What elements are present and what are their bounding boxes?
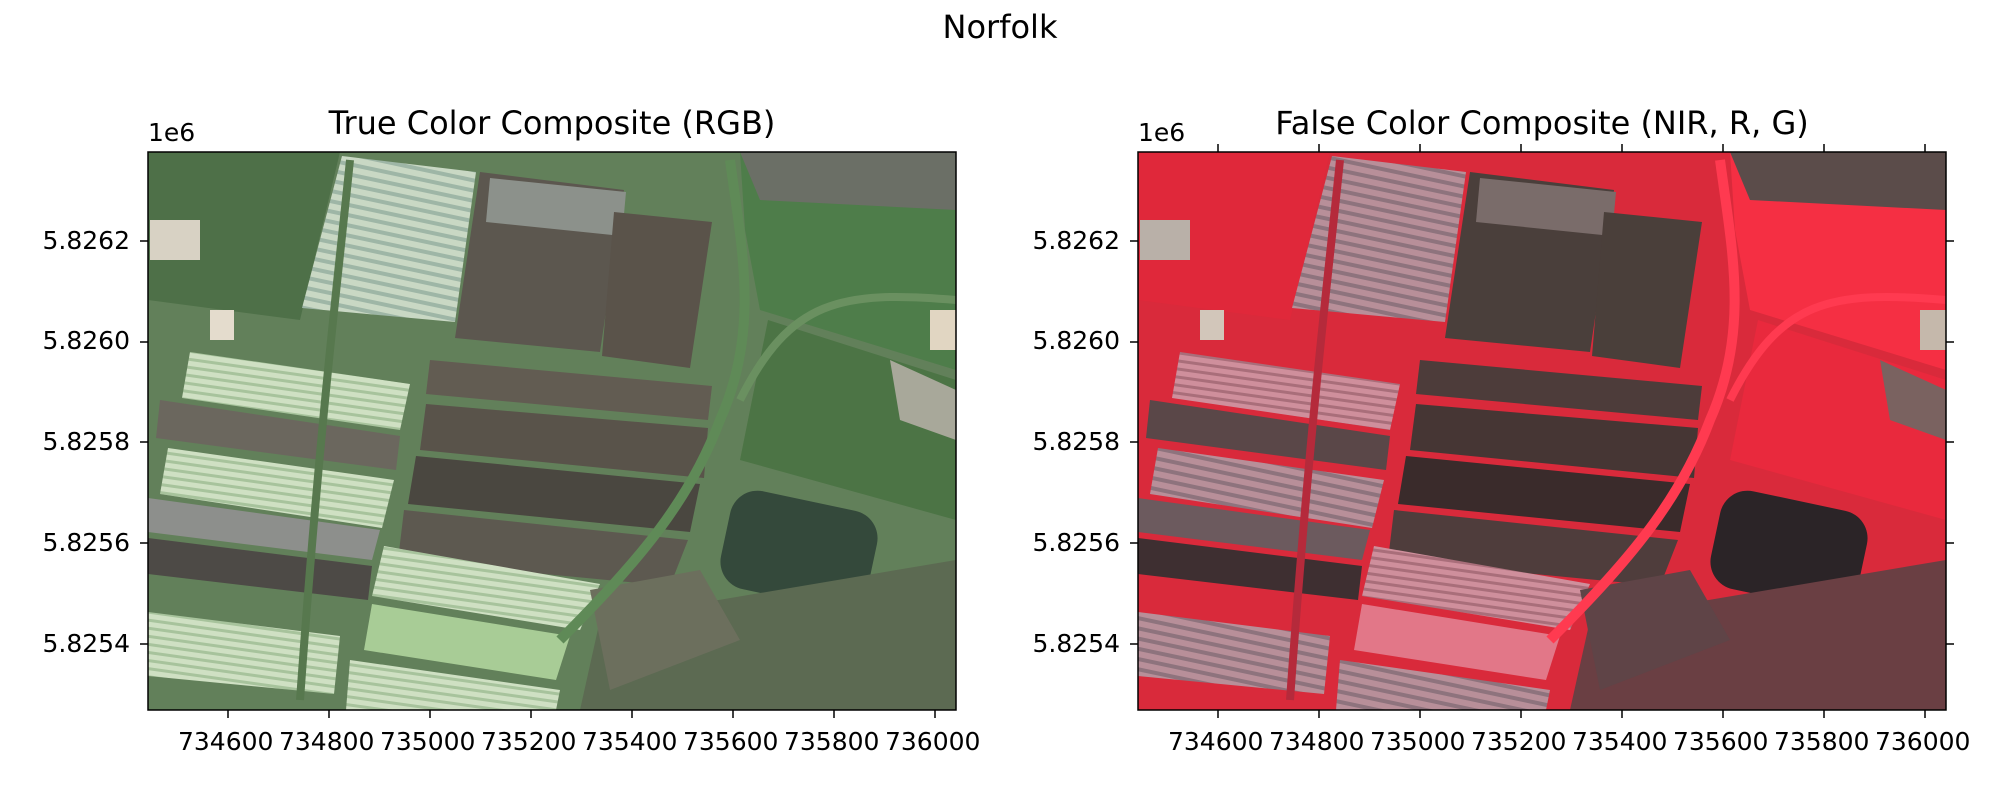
panel-2-xtick: 735200 — [1471, 727, 1567, 756]
panel-2-ytick: 5.8258 — [1032, 427, 1120, 456]
panel-2-image — [1138, 152, 1946, 710]
panel-2-title: False Color Composite (NIR, R, G) — [1275, 104, 1809, 142]
panel-2-ytick: 5.8262 — [1032, 226, 1120, 255]
panel-2-xtick: 735800 — [1774, 727, 1870, 756]
panel-1-ytick: 5.8260 — [42, 326, 130, 355]
panel-1-xtick: 735200 — [481, 727, 577, 756]
panel-2-ytick: 5.8254 — [1032, 629, 1120, 658]
panel-1-ytick: 5.8262 — [42, 226, 130, 255]
panel-1-xtick: 734600 — [178, 727, 274, 756]
panel-1-xtick: 734800 — [279, 727, 375, 756]
panel-1-ytick: 5.8256 — [42, 528, 130, 557]
panel-1-xtick: 735800 — [784, 727, 880, 756]
panel-1-xtick: 735000 — [380, 727, 476, 756]
panel-1-ytick: 5.8254 — [42, 629, 130, 658]
panel-1-frame — [147, 151, 957, 711]
panel-2-xtick: 734600 — [1168, 727, 1264, 756]
panel-2-frame — [1137, 151, 1947, 711]
panel-2-xtick: 735600 — [1673, 727, 1769, 756]
panel-2-xtick: 734800 — [1269, 727, 1365, 756]
panel-1-ticks — [140, 240, 936, 718]
panel-1-image — [148, 152, 956, 710]
panel-1-title: True Color Composite (RGB) — [328, 104, 776, 142]
panel-1-ytick: 5.8258 — [42, 427, 130, 456]
panel-1-xtick: 735600 — [683, 727, 779, 756]
panel-2-xtick: 735000 — [1370, 727, 1466, 756]
panel-2-offset-text: 1e6 — [1138, 118, 1186, 147]
panel-1-offset-text: 1e6 — [148, 118, 196, 147]
figure-suptitle: Norfolk — [942, 8, 1058, 46]
panel-2-xtick: 735400 — [1572, 727, 1668, 756]
panel-2-ytick: 5.8256 — [1032, 528, 1120, 557]
panel-1-xtick: 735400 — [582, 727, 678, 756]
panel-2-ticks — [1130, 144, 1954, 718]
panel-2-ytick: 5.8260 — [1032, 326, 1120, 355]
panel-2-xtick: 736000 — [1875, 727, 1971, 756]
panel-1-xtick: 736000 — [885, 727, 981, 756]
